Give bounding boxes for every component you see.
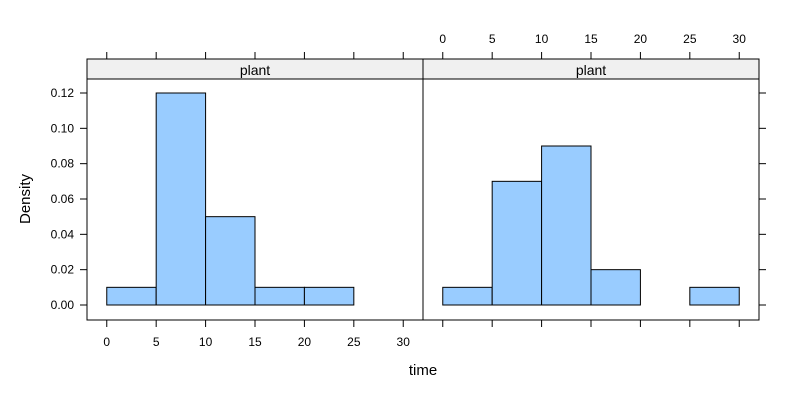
y-tick-label: 0.10	[51, 121, 75, 135]
histogram-bar	[442, 286, 493, 306]
x-tick-label: 10	[535, 32, 549, 46]
y-tick-label: 0.02	[51, 263, 75, 277]
histogram-bar	[303, 286, 355, 306]
plot-layer: plant plant 0.00 0.02 0.04 0.06 0.08 0.10 0.12 0 0…	[51, 32, 766, 349]
x-tick-label: 30	[733, 32, 747, 46]
histogram-bar	[254, 286, 305, 306]
histogram-bar	[689, 286, 740, 306]
x-tick-label: 30	[397, 335, 411, 349]
y-tick-label: 0.04	[51, 227, 75, 241]
strip-label: plant	[240, 62, 270, 78]
y-axis-label: Density	[17, 173, 34, 224]
x-tick-label: 15	[248, 335, 262, 349]
x-tick-label: 5	[489, 32, 496, 46]
x-tick-label: 0	[439, 32, 446, 46]
x-tick-label: 10	[199, 335, 213, 349]
histogram-bar	[106, 286, 157, 306]
strip-label: plant	[576, 62, 606, 78]
x-tick-label: 15	[584, 32, 598, 46]
x-axis-label: time	[409, 362, 437, 379]
x-tick-label: 25	[347, 335, 361, 349]
histogram-bar	[205, 216, 256, 306]
histogram-bar	[491, 180, 543, 306]
x-tick-label: 20	[298, 335, 312, 349]
histogram-bar	[541, 145, 592, 306]
x-tick-label: 20	[634, 32, 648, 46]
x-tick-label: 5	[153, 335, 160, 349]
y-tick-label: 0.08	[51, 157, 75, 171]
x-tick-label: 25	[683, 32, 697, 46]
y-tick-label: 0.12	[51, 86, 75, 100]
y-tick-label: 0.06	[51, 192, 75, 206]
histogram-bar	[590, 269, 641, 306]
histogram-bar	[155, 92, 207, 306]
y-tick-label: 0.00	[51, 298, 75, 312]
x-tick-label: 0	[103, 335, 110, 349]
